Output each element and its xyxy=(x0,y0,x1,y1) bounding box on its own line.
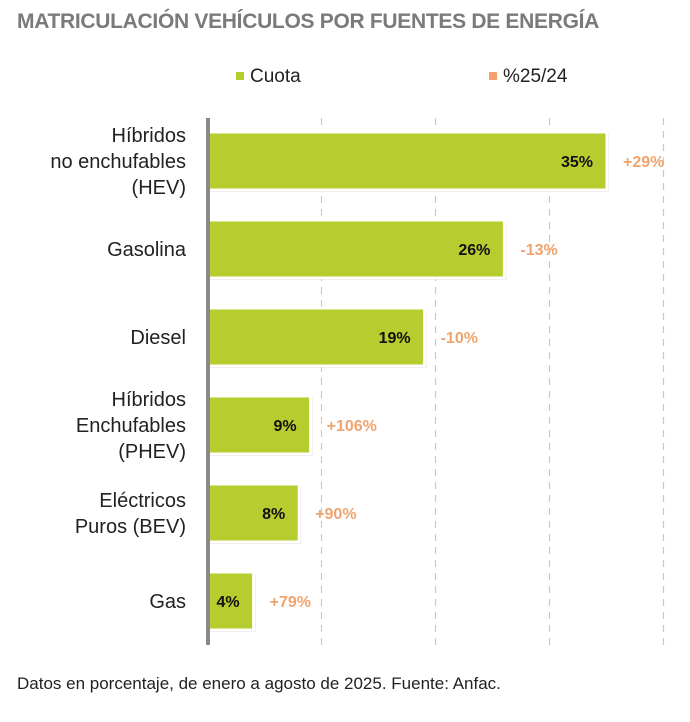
legend-label-cuota: Cuota xyxy=(250,66,301,87)
category-label: Puros (BEV) xyxy=(75,516,186,538)
change-label: +29% xyxy=(623,154,664,171)
bar-value-label: 9% xyxy=(273,418,296,435)
change-label: -10% xyxy=(441,330,478,347)
bar-value-label: 8% xyxy=(262,506,285,523)
bar-1 xyxy=(206,130,609,192)
category-label: no enchufables xyxy=(50,151,186,173)
bar-value-label: 26% xyxy=(458,242,490,259)
chart-title: MATRICULACIÓN VEHÍCULOS POR FUENTES DE E… xyxy=(17,10,600,33)
category-label: Eléctricos xyxy=(99,490,186,512)
category-label: Gas xyxy=(149,591,186,613)
legend-item-cuota: Cuota xyxy=(236,66,301,88)
legend-swatch-cuota xyxy=(236,71,244,80)
change-label: +90% xyxy=(315,506,356,523)
category-label: (HEV) xyxy=(132,177,186,199)
bar-4 xyxy=(206,394,313,456)
category-label: Híbridos xyxy=(112,125,186,147)
change-label: +106% xyxy=(327,418,377,435)
change-label: +79% xyxy=(270,594,311,611)
change-label: -13% xyxy=(520,242,557,259)
category-label: Diesel xyxy=(130,327,186,349)
legend-swatch-change xyxy=(489,71,497,80)
bar-3 xyxy=(206,306,427,368)
bar-value-label: 19% xyxy=(379,330,411,347)
category-label: (PHEV) xyxy=(118,441,186,463)
legend-item-change: %25/24 xyxy=(489,66,567,88)
category-label: Enchufables xyxy=(76,415,186,437)
bar-2 xyxy=(206,218,506,280)
bar-value-label: 4% xyxy=(216,594,239,611)
bar-value-label: 35% xyxy=(561,154,593,171)
chart-footer: Datos en porcentaje, de enero a agosto d… xyxy=(17,674,501,693)
category-label: Híbridos xyxy=(112,389,186,411)
category-label: Gasolina xyxy=(107,239,187,261)
bar-5 xyxy=(206,482,301,544)
legend-label-change: %25/24 xyxy=(503,66,568,87)
